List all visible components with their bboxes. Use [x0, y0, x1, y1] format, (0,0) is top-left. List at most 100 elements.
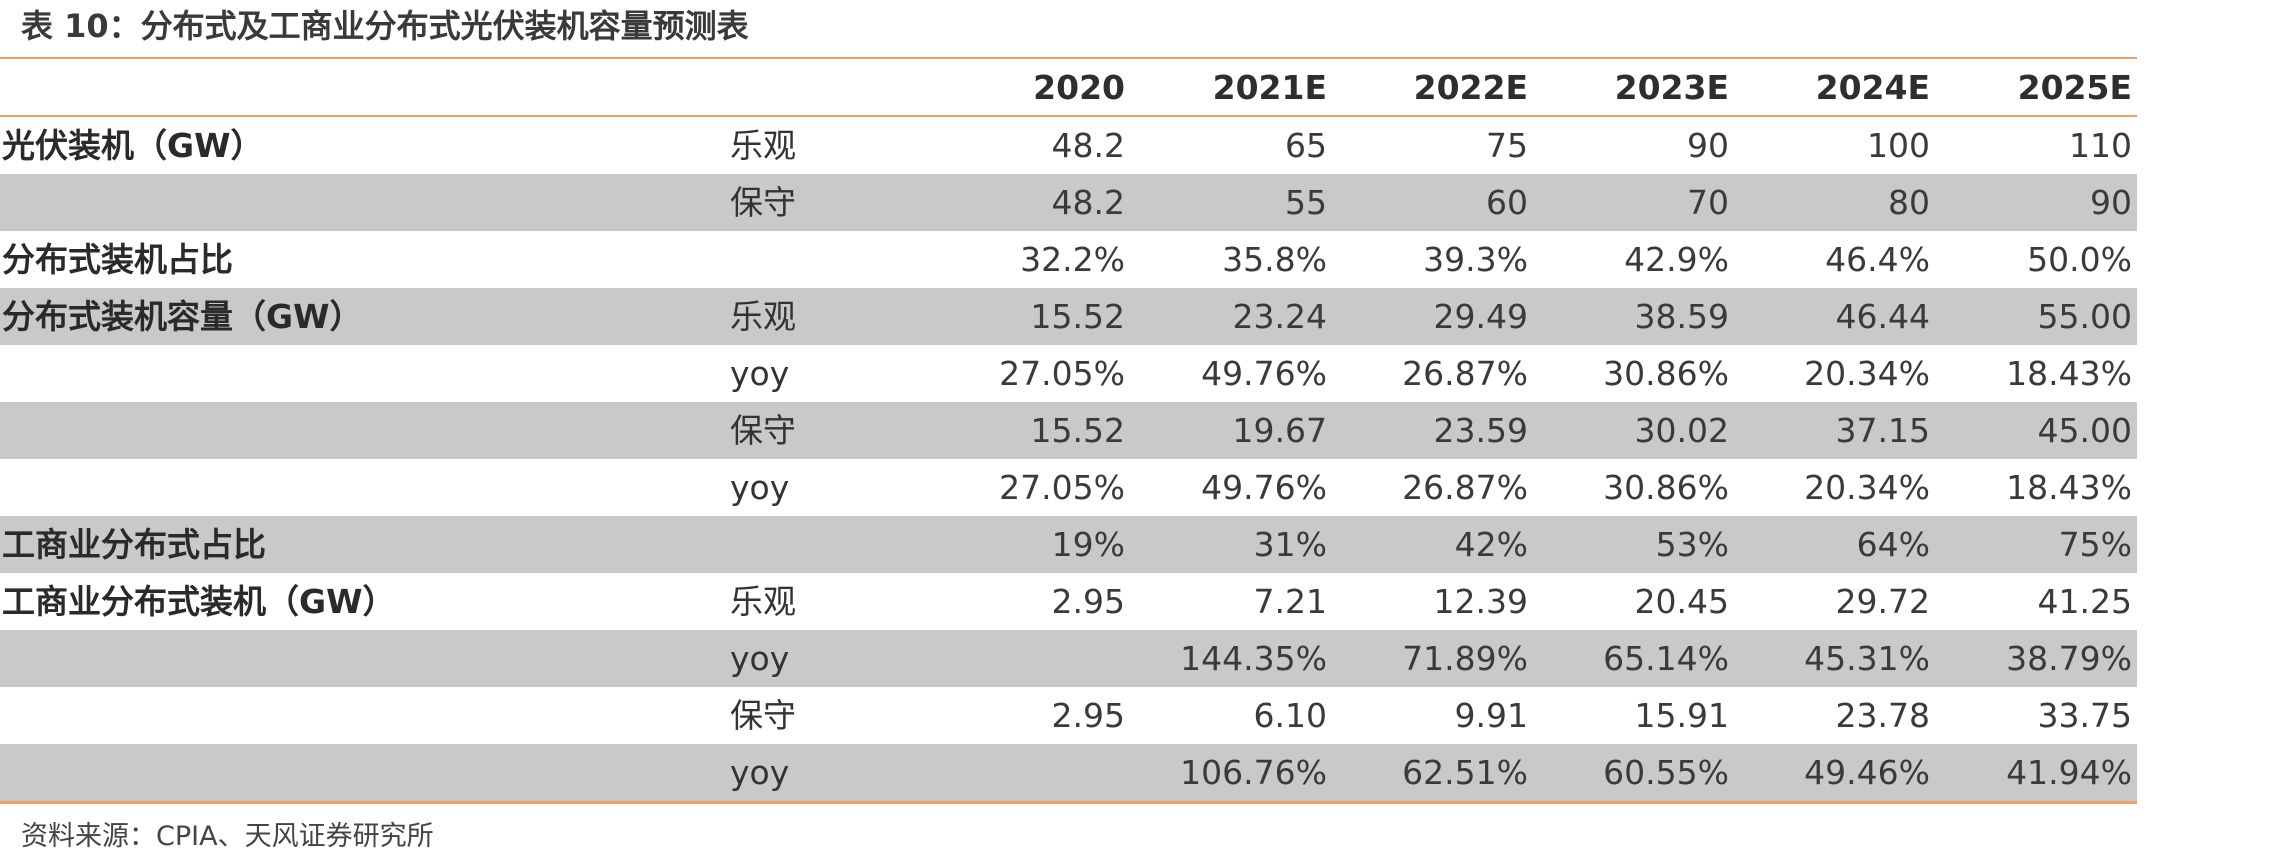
value-cell: 110: [2069, 126, 2132, 165]
row-scenario: 乐观: [730, 582, 796, 621]
value-cell: 18.43%: [2006, 354, 2132, 393]
value-cell: 48.2: [1051, 183, 1125, 222]
value-cell: 19.67: [1232, 411, 1327, 450]
value-cell: 18.43%: [2006, 468, 2132, 507]
value-cell: 20.34%: [1804, 468, 1930, 507]
value-cell: 12.39: [1433, 582, 1528, 621]
value-cell: 30.86%: [1603, 468, 1729, 507]
value-cell: 9.91: [1454, 696, 1528, 735]
row-label: 工商业分布式占比: [2, 525, 266, 564]
row-label: [2, 174, 702, 231]
value-cell: 6.10: [1253, 696, 1327, 735]
source-note: 资料来源：CPIA、天风证券研究所: [21, 821, 434, 852]
value-cell: 41.25: [2037, 582, 2132, 621]
value-cell: 19%: [1051, 525, 1125, 564]
value-cell: 30.02: [1634, 411, 1729, 450]
value-cell: 49.76%: [1201, 354, 1327, 393]
value-cell: 2.95: [1051, 582, 1125, 621]
value-cell: 23.78: [1835, 696, 1930, 735]
value-cell: 65.14%: [1603, 639, 1729, 678]
value-cell: 53%: [1655, 525, 1729, 564]
value-cell: 27.05%: [999, 468, 1125, 507]
value-cell: 30.86%: [1603, 354, 1729, 393]
value-cell: 49.76%: [1201, 468, 1327, 507]
value-cell: 42.9%: [1624, 240, 1729, 279]
column-header-2022e: 2022E: [1413, 68, 1528, 107]
value-cell: 23.59: [1433, 411, 1528, 450]
row-label: [2, 687, 702, 744]
row-scenario: 保守: [730, 183, 796, 222]
value-cell: 55.00: [2037, 297, 2132, 336]
value-cell: 35.8%: [1222, 240, 1327, 279]
row-scenario: yoy: [730, 468, 790, 507]
column-header-2025e: 2025E: [2017, 68, 2132, 107]
row-label: 分布式装机容量（GW）: [2, 297, 363, 336]
column-header-2021e: 2021E: [1212, 68, 1327, 107]
value-cell: [935, 744, 1125, 801]
value-cell: 75%: [2058, 525, 2132, 564]
table-row: yoy 27.05% 49.76% 26.87% 30.86% 20.34% 18.43%: [0, 459, 2137, 516]
value-cell: 26.87%: [1402, 354, 1528, 393]
table-row: yoy 144.35% 71.89% 65.14% 45.31% 38.79%: [0, 630, 2137, 687]
row-label: 分布式装机占比: [2, 240, 233, 279]
value-cell: 29.72: [1835, 582, 1930, 621]
value-cell: 20.34%: [1804, 354, 1930, 393]
table-body: 光伏装机（GW） 乐观 48.2 65 75 90 100 110 保守 48.2 55 60 70 80…: [0, 117, 2137, 801]
column-header-2024e: 2024E: [1815, 68, 1930, 107]
value-cell: 15.91: [1634, 696, 1729, 735]
table-row: 保守 2.95 6.10 9.91 15.91 23.78 33.75: [0, 687, 2137, 744]
value-cell: 64%: [1856, 525, 1930, 564]
table-row: 分布式装机占比 32.2% 35.8% 39.3% 42.9% 46.4% 50.0%: [0, 231, 2137, 288]
value-cell: 33.75: [2037, 696, 2132, 735]
value-cell: 23.24: [1232, 297, 1327, 336]
row-scenario: 乐观: [730, 297, 796, 336]
value-cell: 106.76%: [1180, 753, 1327, 792]
table-row: 工商业分布式占比 19% 31% 42% 53% 64% 75%: [0, 516, 2137, 573]
value-cell: 46.4%: [1825, 240, 1930, 279]
value-cell: 29.49: [1433, 297, 1528, 336]
value-cell: 20.45: [1634, 582, 1729, 621]
row-scenario: yoy: [730, 354, 790, 393]
value-cell: 80: [1888, 183, 1930, 222]
table-row: 工商业分布式装机（GW） 乐观 2.95 7.21 12.39 20.45 29.72 41.…: [0, 573, 2137, 630]
row-scenario: [730, 231, 930, 288]
value-cell: 45.31%: [1804, 639, 1930, 678]
value-cell: 62.51%: [1402, 753, 1528, 792]
value-cell: 70: [1687, 183, 1729, 222]
row-label: [2, 402, 702, 459]
value-cell: 60: [1486, 183, 1528, 222]
value-cell: 2.95: [1051, 696, 1125, 735]
value-cell: 32.2%: [1020, 240, 1125, 279]
value-cell: 55: [1285, 183, 1327, 222]
value-cell: 71.89%: [1402, 639, 1528, 678]
value-cell: 26.87%: [1402, 468, 1528, 507]
row-label: [2, 744, 702, 801]
table-row: 保守 48.2 55 60 70 80 90: [0, 174, 2137, 231]
value-cell: 46.44: [1835, 297, 1930, 336]
row-label: [2, 345, 702, 402]
value-cell: 41.94%: [2006, 753, 2132, 792]
value-cell: 42%: [1454, 525, 1528, 564]
value-cell: 48.2: [1051, 126, 1125, 165]
table-title: 表 10：分布式及工商业分布式光伏装机容量预测表: [21, 7, 749, 45]
row-label: [2, 459, 702, 516]
value-cell: 39.3%: [1423, 240, 1528, 279]
row-scenario: yoy: [730, 639, 790, 678]
value-cell: 7.21: [1253, 582, 1327, 621]
value-cell: 15.52: [1030, 297, 1125, 336]
row-scenario: 保守: [730, 696, 796, 735]
value-cell: 65: [1285, 126, 1327, 165]
value-cell: 90: [1687, 126, 1729, 165]
row-scenario: 保守: [730, 411, 796, 450]
row-label: 工商业分布式装机（GW）: [2, 582, 396, 621]
row-scenario: [730, 516, 930, 573]
value-cell: 75: [1486, 126, 1528, 165]
value-cell: 37.15: [1835, 411, 1930, 450]
table-row: 保守 15.52 19.67 23.59 30.02 37.15 45.00: [0, 402, 2137, 459]
column-header-2023e: 2023E: [1614, 68, 1729, 107]
header-sub-cell: [730, 59, 930, 115]
value-cell: 38.59: [1634, 297, 1729, 336]
table-row: yoy 106.76% 62.51% 60.55% 49.46% 41.94%: [0, 744, 2137, 801]
row-label: 光伏装机（GW）: [2, 126, 264, 165]
